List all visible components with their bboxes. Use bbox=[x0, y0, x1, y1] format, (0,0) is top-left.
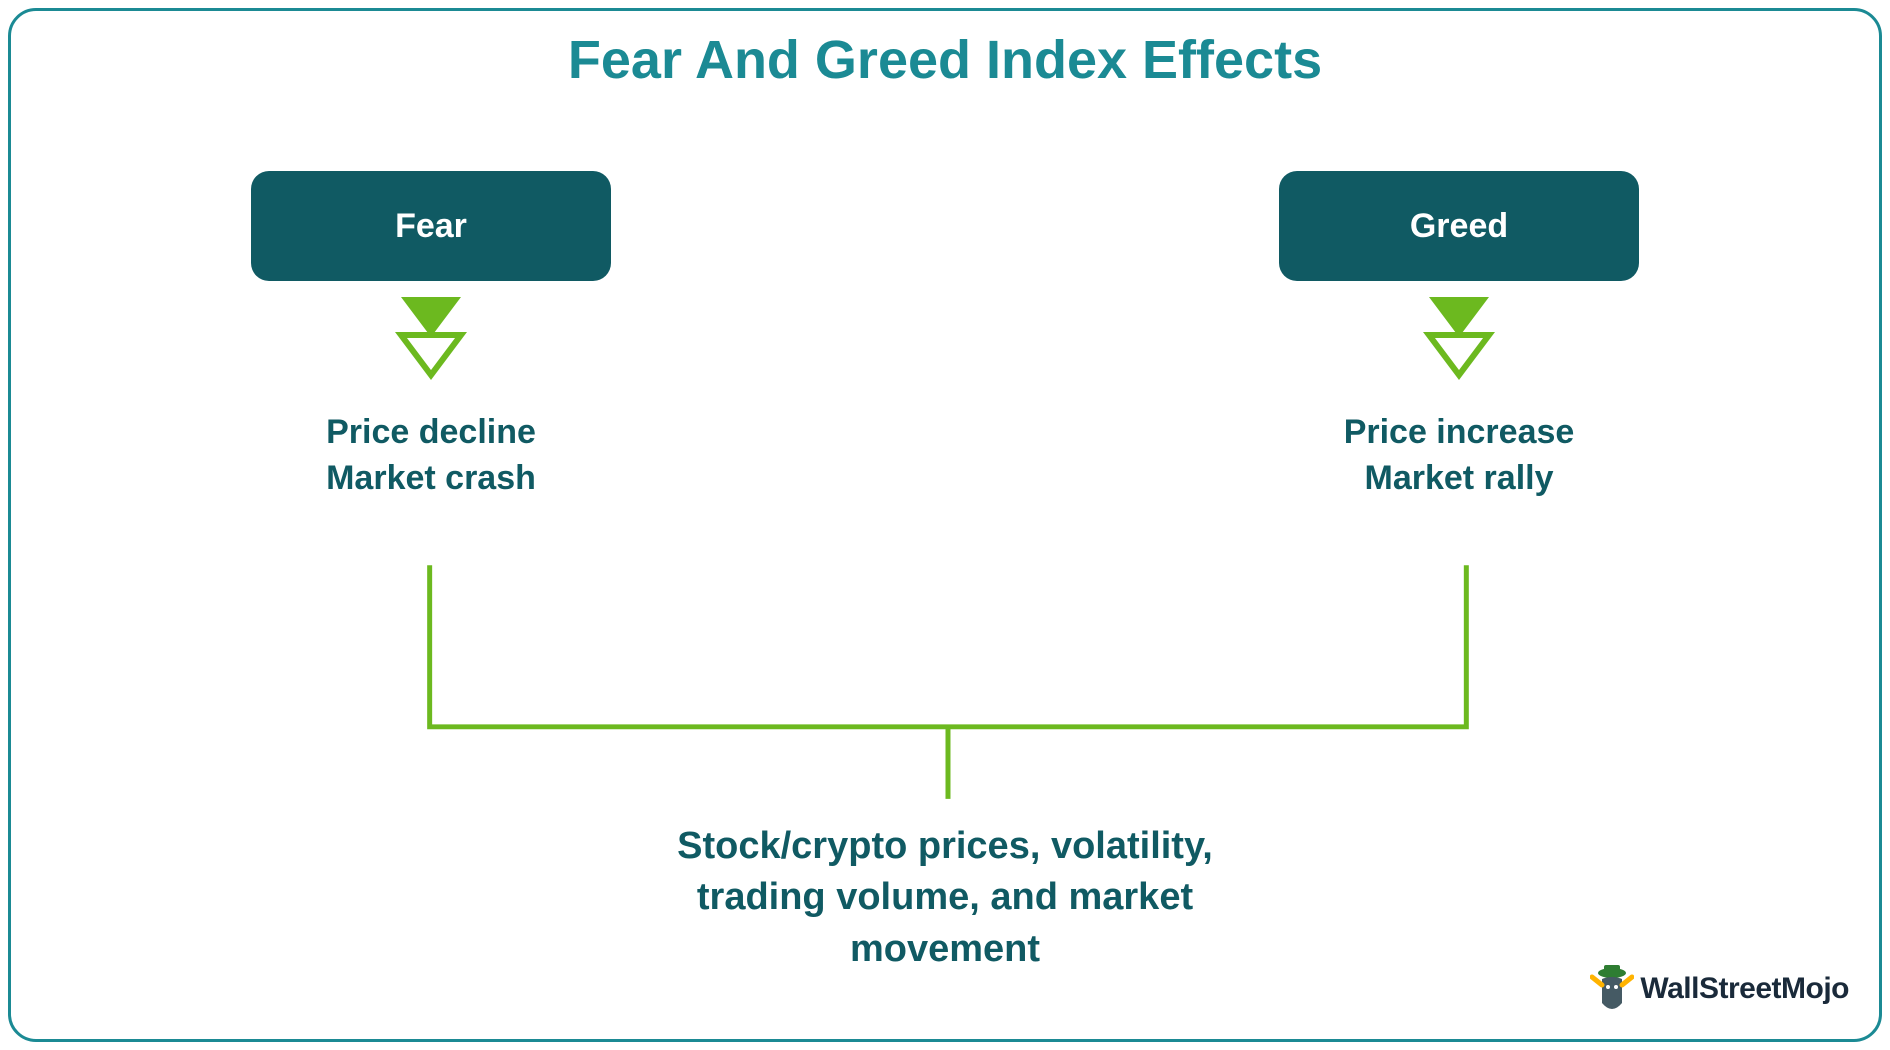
fear-effect-1: Price decline bbox=[326, 410, 536, 456]
greed-effects: Price increase Market rally bbox=[1344, 410, 1575, 502]
mojo-mascot-icon bbox=[1590, 963, 1634, 1015]
fear-column: Fear Price decline Market crash bbox=[221, 171, 641, 502]
greed-arrow-icon bbox=[1419, 287, 1499, 392]
greed-label: Greed bbox=[1410, 207, 1508, 246]
greed-effect-2: Market rally bbox=[1344, 456, 1575, 502]
logo-text: WallStreetMojo bbox=[1640, 972, 1849, 1006]
fear-effects: Price decline Market crash bbox=[326, 410, 536, 502]
bottom-line-2: trading volume, and market bbox=[545, 872, 1345, 923]
diagram-frame: Fear And Greed Index Effects Fear Price … bbox=[8, 8, 1882, 1042]
fear-label: Fear bbox=[395, 207, 467, 246]
bottom-line-3: movement bbox=[545, 924, 1345, 975]
greed-column: Greed Price increase Market rally bbox=[1249, 171, 1669, 502]
fear-effect-2: Market crash bbox=[326, 456, 536, 502]
columns-row: Fear Price decline Market crash Greed bbox=[11, 171, 1879, 502]
bottom-summary: Stock/crypto prices, volatility, trading… bbox=[545, 821, 1345, 975]
wallstreetmojo-logo: WallStreetMojo bbox=[1590, 963, 1849, 1015]
greed-box: Greed bbox=[1279, 171, 1639, 281]
greed-effect-1: Price increase bbox=[1344, 410, 1575, 456]
diagram-title: Fear And Greed Index Effects bbox=[11, 29, 1879, 91]
fear-arrow-icon bbox=[391, 287, 471, 392]
fear-box: Fear bbox=[251, 171, 611, 281]
bottom-line-1: Stock/crypto prices, volatility, bbox=[545, 821, 1345, 872]
